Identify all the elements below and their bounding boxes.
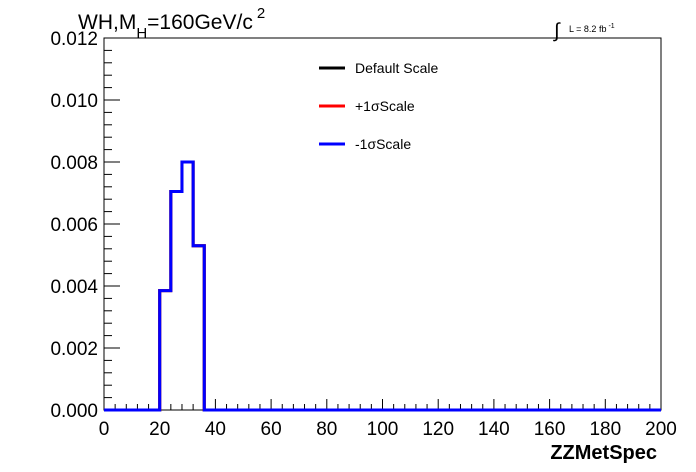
y-tick-label: 0.008 xyxy=(50,153,98,174)
axis-tick-labels: 0 20 40 60 80 100 120 140 160 180 200 0.000 0.002 0.0… xyxy=(50,29,676,440)
title-superscript: 2 xyxy=(257,5,265,22)
lumi-text: L = 8.2 fb -1 xyxy=(569,23,615,34)
legend-label: Default Scale xyxy=(355,60,438,76)
y-tick-label: 0.012 xyxy=(50,29,98,50)
luminosity-label: ∫ L = 8.2 fb -1 xyxy=(553,20,615,42)
x-tick-label: 200 xyxy=(645,419,677,440)
integral-symbol: ∫ xyxy=(553,20,561,42)
series-line-3 xyxy=(104,160,661,412)
axis-ticks xyxy=(103,37,662,411)
x-tick-label: 60 xyxy=(261,419,282,440)
x-tick-label: 80 xyxy=(316,419,337,440)
x-tick-label: 100 xyxy=(367,419,399,440)
x-tick-label: 180 xyxy=(589,419,621,440)
lumi-main: L = 8.2 fb xyxy=(569,24,606,34)
y-tick-label: 0.004 xyxy=(50,277,98,298)
y-tick-label: 0.000 xyxy=(50,401,98,422)
x-axis-label: ZZMetSpec xyxy=(550,442,657,464)
x-tick-label: 160 xyxy=(534,419,566,440)
title-rest: =160GeV/c xyxy=(147,11,253,34)
x-tick-label: 120 xyxy=(422,419,454,440)
title-subscript: H xyxy=(136,25,147,42)
x-tick-label: 140 xyxy=(478,419,510,440)
legend: Default Scale +1σScale -1σScale xyxy=(319,60,438,152)
legend-label: +1σScale xyxy=(355,98,415,114)
series-layer xyxy=(104,160,661,412)
x-tick-label: 20 xyxy=(149,419,170,440)
series-line-1 xyxy=(104,160,661,412)
legend-label: -1σScale xyxy=(355,136,411,152)
y-tick-label: 0.006 xyxy=(50,215,98,236)
chart-title: WH,MH=160GeV/c 2 xyxy=(78,5,265,42)
y-tick-label: 0.010 xyxy=(50,91,98,112)
title-main: WH,M xyxy=(78,11,136,34)
lumi-superscript: -1 xyxy=(608,23,614,30)
series-line-2 xyxy=(104,160,661,412)
y-tick-label: 0.002 xyxy=(50,339,98,360)
x-tick-label: 40 xyxy=(205,419,226,440)
x-tick-label: 0 xyxy=(99,419,110,440)
plot-frame xyxy=(103,37,662,411)
